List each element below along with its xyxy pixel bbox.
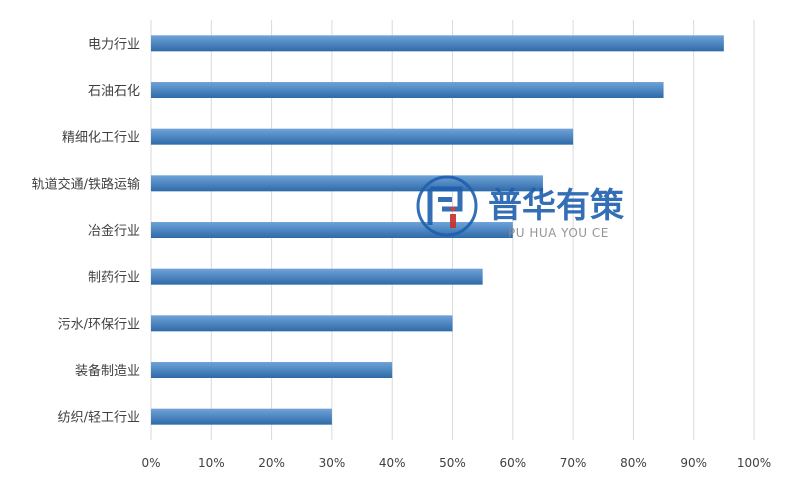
x-tick-labels: 0% 10% 20% 30% 40% 50% 60% 70% 80% 90% 100% <box>141 456 771 470</box>
x-tick-label: 30% <box>319 456 346 470</box>
category-labels: 电力行业石油石化精细化工行业轨道交通/铁路运输冶金行业制药行业污水/环保行业装备… <box>32 37 140 425</box>
bar <box>151 35 724 52</box>
x-tick-label: 40% <box>379 456 406 470</box>
bar <box>151 175 543 192</box>
category-label: 轨道交通/铁路运输 <box>32 176 140 192</box>
bar <box>151 315 453 332</box>
watermark-subtitle: PU HUA YOU CE <box>508 226 609 240</box>
category-label: 电力行业 <box>88 37 140 52</box>
category-label: 冶金行业 <box>88 223 140 239</box>
x-tick-label: 50% <box>439 456 466 470</box>
bar <box>151 408 332 425</box>
category-label: 纺织/轻工行业 <box>58 411 140 426</box>
x-tick-label: 0% <box>141 456 160 470</box>
bar <box>151 128 574 145</box>
x-tick-label: 20% <box>258 456 285 470</box>
bar <box>151 362 393 378</box>
bar <box>151 222 513 238</box>
bar <box>151 82 664 98</box>
category-label: 石油石化 <box>88 84 140 99</box>
x-tick-label: 90% <box>680 456 707 470</box>
category-label: 制药行业 <box>88 271 140 286</box>
watermark: 普华有策 PU HUA YOU CE <box>416 175 624 240</box>
bars <box>151 35 724 425</box>
puhua-logo-icon <box>416 175 478 237</box>
bar <box>151 268 483 285</box>
x-tick-label: 80% <box>620 456 647 470</box>
x-tick-label: 100% <box>737 456 771 470</box>
x-tick-label: 70% <box>560 456 587 470</box>
category-label: 污水/环保行业 <box>58 317 140 332</box>
x-tick-label: 10% <box>198 456 225 470</box>
category-label: 精细化工行业 <box>62 131 140 146</box>
x-tick-label: 60% <box>499 456 526 470</box>
watermark-name: 普华有策 <box>488 186 624 226</box>
category-label: 装备制造业 <box>75 363 140 379</box>
